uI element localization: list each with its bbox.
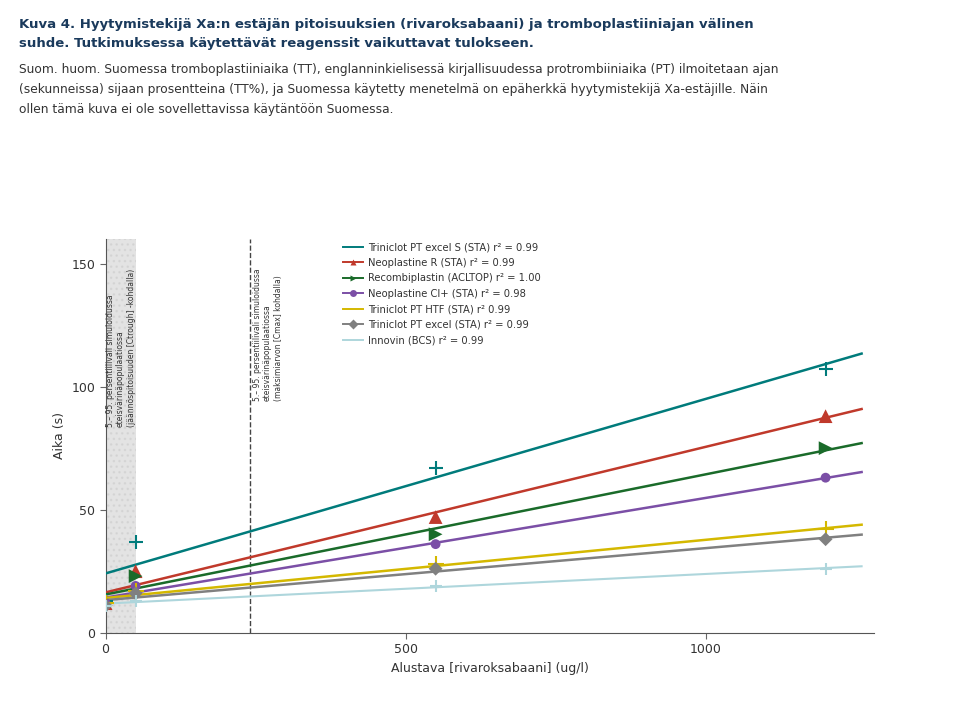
Point <box>128 581 143 592</box>
Point <box>428 529 444 540</box>
Legend: Triniclot PT excel S (STA) r² = 0.99, Neoplastine R (STA) r² = 0.99, Recombiplas: Triniclot PT excel S (STA) r² = 0.99, Ne… <box>341 240 542 347</box>
Point <box>428 538 444 550</box>
Point <box>128 571 143 582</box>
Point <box>128 595 143 606</box>
Point <box>128 588 143 599</box>
Point <box>98 598 113 609</box>
Point <box>98 595 113 606</box>
Point <box>818 563 833 574</box>
Point <box>428 558 444 569</box>
Point <box>428 512 444 523</box>
Text: (sekunneissa) sijaan prosentteina (TT%), ja Suomessa käytetty menetelmä on epähe: (sekunneissa) sijaan prosentteina (TT%),… <box>19 83 768 96</box>
X-axis label: Alustava [rivaroksabaani] (ug/l): Alustava [rivaroksabaani] (ug/l) <box>391 662 588 675</box>
Point <box>818 411 833 422</box>
Point <box>128 585 143 596</box>
Point <box>818 443 833 454</box>
Point <box>128 536 143 547</box>
Text: 12: 12 <box>916 328 942 347</box>
Point <box>98 598 113 609</box>
Point <box>128 565 143 576</box>
Point <box>428 563 444 574</box>
Point <box>818 524 833 535</box>
Point <box>428 581 444 592</box>
Point <box>98 598 113 609</box>
Point <box>818 364 833 375</box>
Point <box>818 472 833 484</box>
Point <box>98 598 113 609</box>
Text: 5.– 95. persentiilivali simuloidussa
eteisvärinäpopulaatiossa
(jäännöspitoisuude: 5.– 95. persentiilivali simuloidussa ete… <box>106 269 135 427</box>
Text: 5.– 95. persentiilivali simuloidussa
eteisvärinäpopulaatiossa
(maksimiarvon [Cma: 5.– 95. persentiilivali simuloidussa ete… <box>252 269 282 401</box>
Y-axis label: Aika (s): Aika (s) <box>53 413 65 459</box>
Text: ollen tämä kuva ei ole sovellettavissa käytäntöön Suomessa.: ollen tämä kuva ei ole sovellettavissa k… <box>19 103 394 115</box>
Bar <box>106 239 135 633</box>
Point <box>428 463 444 474</box>
Point <box>818 534 833 545</box>
Text: suhde. Tutkimuksessa käytettävät reagenssit vaikuttavat tulokseen.: suhde. Tutkimuksessa käytettävät reagens… <box>19 37 534 49</box>
Point <box>98 600 113 611</box>
Point <box>98 600 113 611</box>
Text: Kuva 4. Hyytymistekijä Xa:n estäjän pitoisuuksien (rivaroksabaani) ja tromboplas: Kuva 4. Hyytymistekijä Xa:n estäjän pito… <box>19 18 754 30</box>
Text: Suom. huom. Suomessa tromboplastiiniaika (TT), englanninkielisessä kirjallisuude: Suom. huom. Suomessa tromboplastiiniaika… <box>19 63 779 76</box>
